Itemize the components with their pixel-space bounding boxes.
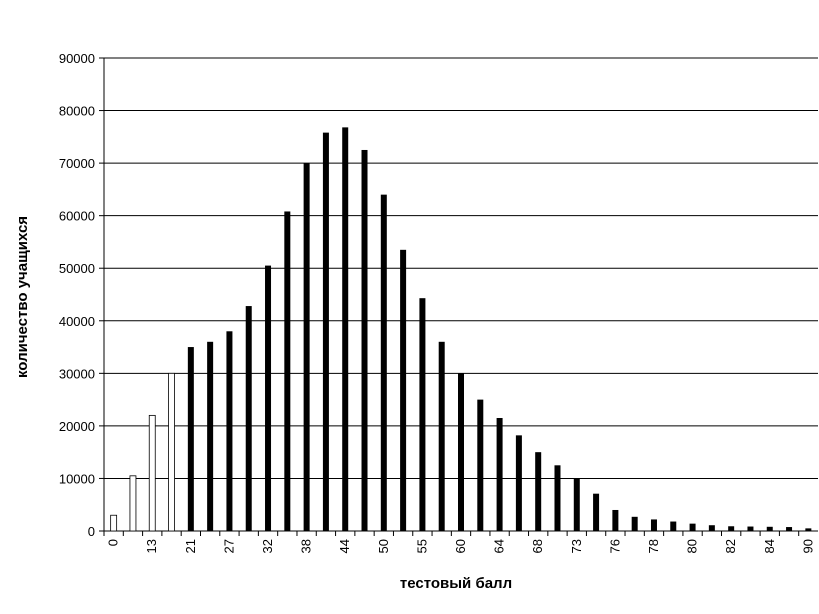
x-tick-label: 55 (414, 539, 429, 553)
bar (342, 127, 349, 531)
bar (612, 509, 619, 531)
bar (515, 435, 522, 531)
bar (670, 521, 677, 531)
bar (496, 418, 503, 531)
bar (400, 249, 407, 532)
y-tick-label: 50000 (59, 261, 95, 276)
bar (458, 373, 464, 531)
bar (689, 523, 696, 531)
x-tick-label: 0 (106, 539, 121, 546)
y-tick-label: 30000 (59, 366, 95, 381)
x-tick-label: 78 (646, 539, 661, 553)
bar (129, 475, 137, 532)
x-tick-label: 27 (221, 539, 236, 553)
y-tick-label: 20000 (59, 419, 95, 434)
x-tick-label: 90 (800, 539, 815, 553)
bar (650, 519, 657, 531)
y-tick-label: 70000 (59, 156, 95, 171)
bar (284, 211, 291, 531)
bar (245, 306, 252, 531)
bar (535, 452, 542, 531)
bar (322, 132, 329, 531)
x-tick-label: 68 (530, 539, 545, 553)
bar (207, 341, 214, 531)
bar (573, 478, 580, 531)
bar (148, 414, 156, 532)
x-axis-title: тестовый балл (400, 575, 512, 592)
x-tick-label: 76 (607, 539, 622, 553)
bar (187, 347, 194, 531)
x-tick-label: 38 (299, 539, 314, 553)
bar (631, 516, 638, 531)
bar (708, 525, 715, 531)
y-axis-title: количество учащихся (14, 216, 31, 378)
bar (477, 399, 484, 531)
x-tick-label: 50 (376, 539, 391, 553)
bar (168, 372, 175, 532)
bars (110, 127, 812, 532)
bar (593, 493, 600, 531)
x-tick-label: 13 (144, 539, 159, 553)
x-tick-label: 32 (260, 539, 275, 553)
bar (747, 526, 754, 531)
bar (226, 331, 233, 531)
y-tick-label: 10000 (59, 471, 95, 486)
y-tick-label: 80000 (59, 104, 95, 119)
bar (110, 514, 118, 532)
bar (786, 527, 793, 531)
bar (438, 341, 445, 531)
x-tick-label: 84 (762, 539, 777, 553)
y-tick-label: 90000 (59, 51, 95, 66)
bar (303, 163, 310, 531)
x-axis: 0 13 21 27 32 38 44 50 55 60 64 68 73 76 78 80 82 84 90 (103, 530, 818, 553)
bar (554, 465, 561, 531)
y-tick-label: 40000 (59, 314, 95, 329)
bar (419, 298, 426, 531)
bar (265, 265, 272, 531)
bar (380, 194, 387, 531)
x-tick-label: 21 (183, 539, 198, 553)
bar (361, 149, 368, 531)
x-tick-label: 73 (569, 539, 584, 553)
x-tick-label: 82 (723, 539, 738, 553)
bar (728, 526, 735, 531)
y-axis: 0 10000 20000 30000 40000 50000 60000 70000 8000… (59, 51, 105, 539)
y-tick-label: 0 (88, 524, 95, 539)
x-tick-label: 80 (685, 539, 700, 553)
gridlines (104, 57, 818, 479)
x-tick-label: 60 (453, 539, 468, 553)
x-tick-label: 64 (492, 539, 507, 553)
y-tick-label: 60000 (59, 209, 95, 224)
bar (766, 526, 773, 531)
bar (805, 528, 812, 531)
x-tick-label: 44 (337, 539, 352, 553)
